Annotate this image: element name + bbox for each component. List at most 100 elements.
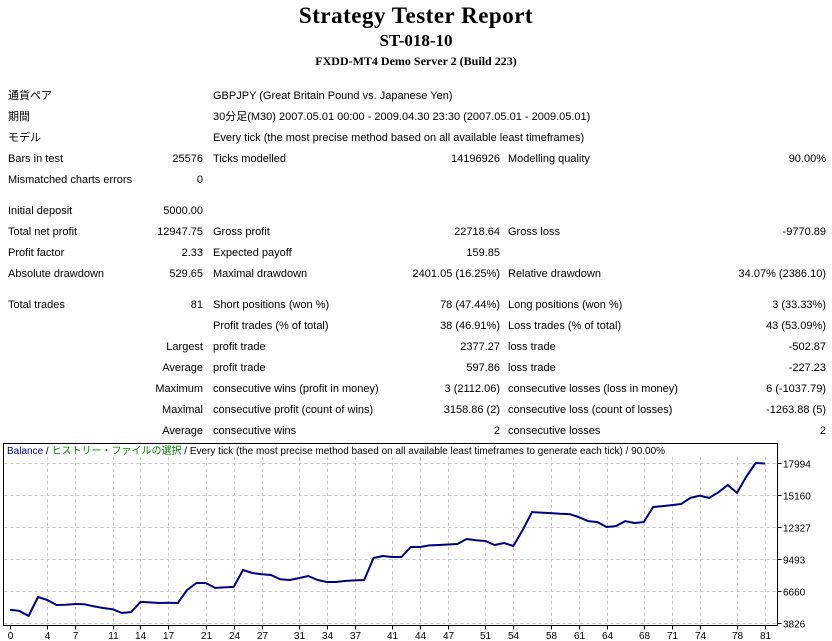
stats-row: Average consecutive wins 2 consecutive loss…	[0, 421, 832, 442]
stat-label: Profit factor	[8, 247, 65, 259]
stats-table: 通貨ペア GBPJPY (Great Britain Pound vs. Japa…	[0, 86, 832, 442]
stat-value: -1263.88 (5)	[766, 404, 826, 416]
x-axis-label: 7	[73, 631, 79, 641]
stat-value: 34.07% (2386.10)	[738, 268, 826, 280]
stat-value: -9770.89	[782, 226, 826, 238]
y-axis-label: 17994	[783, 460, 811, 471]
x-axis-label: 17	[163, 631, 175, 641]
stat-label: Expected payoff	[213, 247, 292, 259]
x-axis-label: 47	[443, 631, 455, 641]
stat-value: 3 (2112.06)	[444, 383, 500, 395]
stat-value: 43 (53.09%)	[766, 320, 826, 332]
stat-value: 529.65	[169, 268, 203, 280]
stat-label: Ticks modelled	[213, 153, 286, 165]
y-axis-label: 12327	[783, 524, 811, 535]
stat-value: 14196926	[451, 153, 500, 165]
stat-label: 通貨ペア	[8, 90, 52, 102]
strategy-name: ST-018-10	[379, 31, 453, 50]
stats-row: Profit factor 2.33 Expected payoff 159.85	[0, 243, 832, 264]
stats-row: Bars in test 25576 Ticks modelled 14196926 M…	[0, 149, 832, 170]
stat-value: Maximum	[155, 383, 203, 395]
stat-value: 12947.75	[157, 226, 203, 238]
x-axis-label: 74	[695, 631, 707, 641]
chart-legend: Balance / ヒストリー・ファイルの選択 / Every tick (th…	[7, 444, 665, 457]
stats-row: Absolute drawdown 529.65 Maximal drawdown 2…	[0, 264, 832, 285]
stat-label: consecutive profit (count of wins)	[213, 404, 374, 416]
plot-frame	[3, 443, 778, 626]
table-spacer	[0, 191, 832, 201]
stats-row: 通貨ペア GBPJPY (Great Britain Pound vs. Japa…	[0, 86, 832, 107]
x-axis-label: 64	[602, 631, 614, 641]
x-axis-label: 11	[108, 631, 119, 641]
stat-value: 2.33	[181, 247, 203, 259]
x-axis-label: 81	[760, 631, 772, 641]
stat-label: Mismatched charts errors	[8, 174, 133, 186]
server-info: FXDD-MT4 Demo Server 2 (Build 223)	[315, 54, 517, 68]
stat-value: 78 (47.44%)	[440, 299, 500, 311]
stats-row: モデル Every tick (the most precise method b…	[0, 128, 832, 149]
stat-label: Gross loss	[508, 226, 560, 238]
stat-label: Bars in test	[8, 153, 64, 165]
x-axis-label: 24	[229, 631, 241, 641]
stats-row: Total net profit 12947.75 Gross profit 2271…	[0, 222, 832, 243]
stat-label: Gross profit	[213, 226, 270, 238]
legend-balance-label: Balance	[7, 446, 44, 457]
stat-label: 30分足(M30) 2007.05.01 00:00 - 2009.04.30 …	[213, 111, 591, 123]
legend-history-label: ヒストリー・ファイルの選択	[51, 444, 181, 457]
x-axis-label: 78	[732, 631, 744, 641]
stat-label: Absolute drawdown	[8, 268, 105, 280]
stat-value: 38 (46.91%)	[440, 320, 500, 332]
stats-row: 期間 30分足(M30) 2007.05.01 00:00 - 2009.04.3…	[0, 107, 832, 128]
stat-label: Profit trades (% of total)	[213, 320, 329, 332]
stat-value: 159.85	[466, 247, 500, 259]
stats-row: Initial deposit 5000.00	[0, 201, 832, 222]
stat-label: GBPJPY (Great Britain Pound vs. Japanese…	[213, 90, 453, 102]
legend-method-label: / Every tick (the most precise method ba…	[181, 446, 665, 457]
stat-value: 5000.00	[163, 205, 203, 217]
stat-value: Largest	[166, 341, 203, 353]
legend-separator: /	[43, 446, 51, 457]
x-axis-label: 61	[574, 631, 586, 641]
x-axis-label: 0	[8, 631, 14, 641]
stat-label: Loss trades (% of total)	[508, 320, 622, 332]
stat-label: Short positions (won %)	[213, 299, 330, 311]
x-axis-label: 54	[508, 631, 520, 641]
stat-value: Average	[162, 425, 203, 437]
x-axis-label: 44	[415, 631, 427, 641]
stat-label: consecutive wins (profit in money)	[213, 383, 379, 395]
stat-label: loss trade	[508, 362, 556, 374]
x-axis-label: 51	[480, 631, 492, 641]
stat-label: 期間	[8, 111, 30, 123]
stat-label: モデル	[8, 132, 41, 144]
stat-value: 2401.05 (16.25%)	[412, 268, 500, 280]
x-axis-label: 14	[135, 631, 147, 641]
stats-row: Average profit trade 597.86 loss trade -227.…	[0, 358, 832, 379]
stat-label: profit trade	[213, 362, 266, 374]
x-axis-label: 21	[201, 631, 213, 641]
stat-value: Average	[162, 362, 203, 374]
stat-value: 2377.27	[460, 341, 500, 353]
stat-label: Long positions (won %)	[508, 299, 623, 311]
stat-label: Total net profit	[8, 226, 78, 238]
x-axis-label: 4	[45, 631, 51, 641]
stats-row: Maximal consecutive profit (count of wins…	[0, 400, 832, 421]
stat-value: 2	[819, 425, 826, 437]
stats-row: Mismatched charts errors 0	[0, 170, 832, 191]
stat-label: consecutive loss (count of losses)	[508, 404, 673, 416]
title-block: Strategy Tester Report ST-018-10 FXDD-MT…	[0, 0, 832, 69]
x-axis-label: 37	[350, 631, 362, 641]
x-axis-label: 34	[322, 631, 334, 641]
stat-value: 22718.64	[454, 226, 500, 238]
stat-label: Every tick (the most precise method base…	[213, 132, 585, 144]
stat-label: Initial deposit	[8, 205, 73, 217]
stats-row: Largest profit trade 2377.27 loss trade -502…	[0, 337, 832, 358]
stat-value: 6 (-1037.79)	[766, 383, 826, 395]
table-spacer	[0, 285, 832, 295]
stat-value: -502.87	[788, 341, 826, 353]
stat-value: 597.86	[466, 362, 500, 374]
stats-row: Total trades 81 Short positions (won %) 78 …	[0, 295, 832, 316]
stat-value: Maximal	[162, 404, 203, 416]
stat-value: 90.00%	[788, 153, 826, 165]
